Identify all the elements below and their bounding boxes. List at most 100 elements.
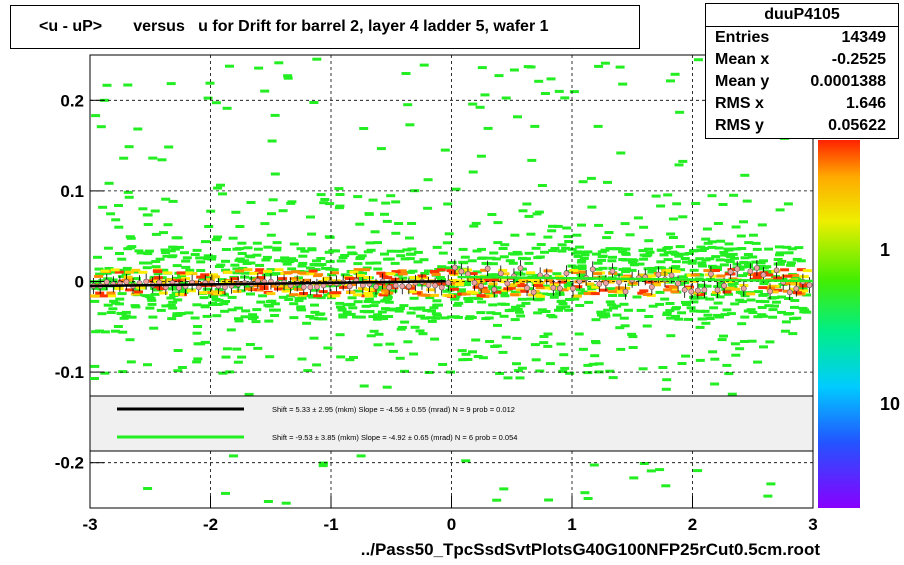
density-cell xyxy=(510,293,520,297)
density-cell xyxy=(619,279,629,283)
density-cell xyxy=(204,225,214,228)
density-cell xyxy=(472,249,482,253)
density-cell xyxy=(524,214,534,218)
density-cell xyxy=(96,125,106,129)
density-cell xyxy=(553,224,563,228)
density-cell xyxy=(114,287,124,291)
density-cell xyxy=(522,202,532,206)
density-cell xyxy=(594,370,604,374)
density-cell xyxy=(678,215,688,219)
density-cell xyxy=(784,251,794,255)
density-cell xyxy=(476,294,486,298)
density-cell xyxy=(720,253,730,257)
density-cell xyxy=(254,271,264,275)
density-cell xyxy=(321,266,331,270)
density-cell xyxy=(591,252,601,256)
density-cell xyxy=(624,193,634,196)
density-cell xyxy=(109,299,119,303)
density-cell xyxy=(703,241,713,245)
density-cell xyxy=(670,290,680,294)
density-cell xyxy=(539,292,549,296)
density-cell xyxy=(731,225,741,229)
density-cell xyxy=(349,356,358,359)
density-cell xyxy=(576,260,586,264)
x-tick-label: 2 xyxy=(688,515,697,534)
density-cell xyxy=(492,312,502,316)
density-cell xyxy=(406,311,416,315)
density-cell xyxy=(563,281,573,285)
density-cell xyxy=(143,487,153,490)
density-cell xyxy=(660,297,670,301)
profile-point xyxy=(767,288,773,295)
density-cell xyxy=(491,273,501,277)
density-cell xyxy=(223,270,233,274)
density-cell xyxy=(644,280,654,284)
density-cell xyxy=(374,332,384,336)
density-cell xyxy=(473,355,483,358)
density-cell xyxy=(535,255,545,259)
density-cell xyxy=(113,325,123,328)
density-cell xyxy=(95,291,105,295)
density-cell xyxy=(702,284,712,288)
density-cell xyxy=(382,219,392,223)
profile-point xyxy=(123,279,130,285)
density-cell xyxy=(698,296,708,300)
density-cell xyxy=(402,248,412,252)
density-cell xyxy=(346,291,356,294)
density-cell xyxy=(340,254,350,257)
density-cell xyxy=(636,308,646,312)
density-cell xyxy=(619,316,629,320)
profile-point xyxy=(622,288,629,295)
density-cell xyxy=(787,247,797,251)
density-cell xyxy=(282,262,292,266)
density-cell xyxy=(583,497,593,500)
density-cell xyxy=(175,292,185,296)
density-cell xyxy=(270,113,280,117)
density-cell xyxy=(94,274,104,278)
density-cell xyxy=(179,290,189,294)
density-cell xyxy=(545,362,555,366)
density-cell xyxy=(383,276,393,280)
density-cell xyxy=(168,300,178,304)
density-cell xyxy=(421,282,431,286)
density-cell xyxy=(768,308,778,312)
density-cell xyxy=(241,309,251,313)
density-cell xyxy=(203,96,213,100)
density-cell xyxy=(505,259,515,263)
density-cell xyxy=(446,269,456,273)
density-cell xyxy=(738,300,747,304)
density-cell xyxy=(597,250,607,254)
density-cell xyxy=(593,124,603,128)
density-cell xyxy=(391,270,401,274)
chart-title: <u - uP> versus u for Drift for barrel 2… xyxy=(39,18,549,35)
density-cell xyxy=(400,320,410,324)
density-cell xyxy=(639,225,649,229)
stats-name: duuP4105 xyxy=(706,4,898,27)
density-cell xyxy=(476,154,486,158)
density-cell xyxy=(427,309,436,313)
density-cell xyxy=(577,264,587,268)
density-cell xyxy=(744,241,754,245)
density-cell xyxy=(531,274,541,277)
density-cell xyxy=(511,305,520,309)
density-cell xyxy=(537,184,547,187)
density-cell xyxy=(466,290,476,294)
density-cell xyxy=(100,330,110,334)
density-cell xyxy=(336,259,346,263)
density-cell xyxy=(153,270,163,274)
density-cell xyxy=(637,291,647,295)
density-cell xyxy=(689,279,699,283)
density-cell xyxy=(716,281,726,285)
profile-point xyxy=(504,280,511,287)
profile-point xyxy=(399,283,406,290)
profile-point xyxy=(740,285,747,292)
density-cell xyxy=(370,291,380,295)
density-cell xyxy=(573,285,583,289)
density-cell xyxy=(118,330,128,334)
density-cell xyxy=(232,267,242,271)
density-cell xyxy=(353,195,363,199)
density-cell xyxy=(275,284,285,288)
density-cell xyxy=(437,265,447,269)
density-cell xyxy=(131,305,141,309)
